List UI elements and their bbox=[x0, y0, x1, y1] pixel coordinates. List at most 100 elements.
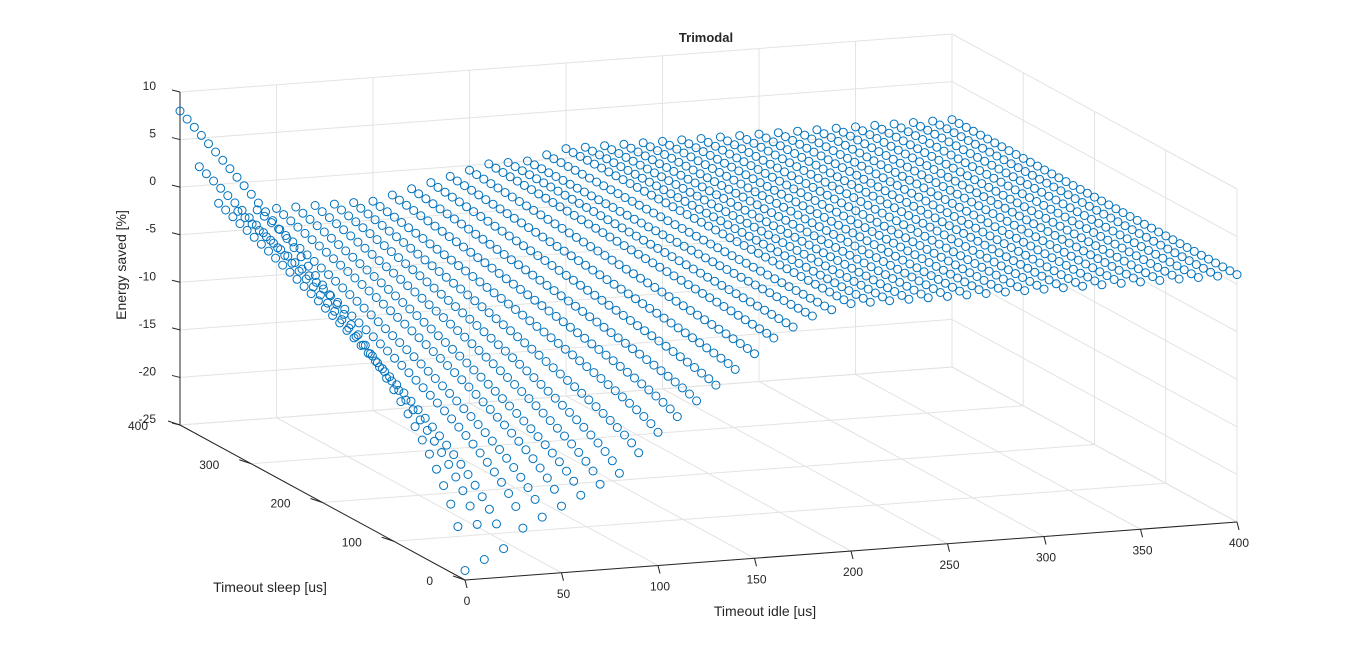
data-point bbox=[1059, 200, 1067, 208]
data-point bbox=[536, 276, 544, 284]
data-point bbox=[608, 146, 616, 154]
x-tick-label: 300 bbox=[1036, 551, 1056, 565]
data-point bbox=[416, 416, 424, 424]
data-point bbox=[672, 297, 680, 305]
data-point bbox=[446, 172, 454, 180]
data-point bbox=[434, 183, 442, 191]
x-tick-label: 50 bbox=[557, 587, 571, 601]
data-point bbox=[683, 358, 691, 366]
data-point bbox=[325, 271, 333, 279]
data-point bbox=[675, 158, 683, 166]
data-point bbox=[346, 291, 354, 299]
data-point bbox=[577, 281, 585, 289]
data-point bbox=[664, 372, 672, 380]
data-point bbox=[484, 217, 492, 225]
data-point bbox=[569, 351, 577, 359]
data-point bbox=[646, 304, 654, 312]
data-point bbox=[502, 275, 510, 283]
data-point bbox=[368, 250, 376, 258]
data-point bbox=[585, 396, 593, 404]
data-point bbox=[243, 226, 251, 234]
data-point bbox=[449, 345, 457, 353]
data-point bbox=[1047, 205, 1055, 213]
data-point bbox=[922, 281, 930, 289]
data-point bbox=[503, 454, 511, 462]
data-point bbox=[657, 367, 665, 375]
data-point bbox=[626, 399, 634, 407]
data-point bbox=[498, 395, 506, 403]
z-axis-label: Energy saved [%] bbox=[113, 210, 129, 320]
data-point bbox=[673, 413, 681, 421]
data-point bbox=[727, 307, 735, 315]
x-tick-mark bbox=[1237, 522, 1239, 530]
data-point bbox=[712, 226, 720, 234]
x-tick-label: 350 bbox=[1132, 543, 1152, 557]
data-point bbox=[1194, 274, 1202, 282]
data-point bbox=[537, 380, 545, 388]
data-point bbox=[513, 409, 521, 417]
data-point bbox=[631, 374, 639, 382]
data-point bbox=[423, 278, 431, 286]
data-point bbox=[373, 236, 381, 244]
data-point bbox=[518, 219, 526, 227]
data-point bbox=[686, 307, 694, 315]
z-tick-label: -5 bbox=[145, 222, 156, 236]
data-point bbox=[713, 298, 721, 306]
data-point bbox=[416, 272, 424, 280]
data-point bbox=[734, 311, 742, 319]
z-tick-label: 5 bbox=[149, 127, 156, 141]
data-point bbox=[357, 204, 365, 212]
data-point bbox=[491, 387, 499, 395]
data-point bbox=[457, 460, 465, 468]
data-point bbox=[1049, 218, 1057, 226]
data-point bbox=[353, 297, 361, 305]
data-point bbox=[484, 380, 492, 388]
data-point bbox=[906, 141, 914, 149]
data-point bbox=[422, 195, 430, 203]
data-point bbox=[468, 186, 476, 194]
z-tick-mark bbox=[172, 280, 180, 282]
data-point bbox=[594, 439, 602, 447]
data-point bbox=[665, 177, 673, 185]
data-point bbox=[1175, 275, 1183, 283]
data-point bbox=[520, 181, 528, 189]
data-point bbox=[315, 242, 323, 250]
data-point bbox=[398, 361, 406, 369]
data-point bbox=[955, 120, 963, 128]
data-point bbox=[589, 266, 597, 274]
data-point bbox=[549, 364, 557, 372]
data-point bbox=[229, 213, 237, 221]
data-point bbox=[838, 164, 846, 172]
data-point bbox=[669, 348, 677, 356]
data-point bbox=[845, 203, 853, 211]
data-point bbox=[808, 312, 816, 320]
data-point bbox=[930, 249, 938, 257]
data-point bbox=[406, 305, 414, 313]
data-point bbox=[818, 200, 826, 208]
data-point bbox=[819, 165, 827, 173]
data-point bbox=[642, 255, 650, 263]
data-point bbox=[486, 405, 494, 413]
data-point bbox=[333, 220, 341, 228]
data-point bbox=[279, 261, 287, 269]
data-point bbox=[461, 333, 469, 341]
data-point bbox=[1126, 213, 1134, 221]
data-point bbox=[322, 304, 330, 312]
data-point bbox=[674, 324, 682, 332]
data-point bbox=[337, 261, 345, 269]
data-point bbox=[875, 231, 883, 239]
data-point bbox=[384, 347, 392, 355]
data-point bbox=[287, 217, 295, 225]
data-point bbox=[222, 206, 230, 214]
data-point bbox=[736, 340, 744, 348]
data-point bbox=[634, 250, 642, 258]
data-point bbox=[205, 140, 213, 148]
data-point bbox=[461, 567, 469, 575]
data-point bbox=[443, 441, 451, 449]
data-point bbox=[767, 244, 775, 252]
data-point bbox=[473, 171, 481, 179]
data-point bbox=[691, 285, 699, 293]
data-point bbox=[660, 314, 668, 322]
data-point bbox=[494, 184, 502, 192]
data-point bbox=[653, 309, 661, 317]
